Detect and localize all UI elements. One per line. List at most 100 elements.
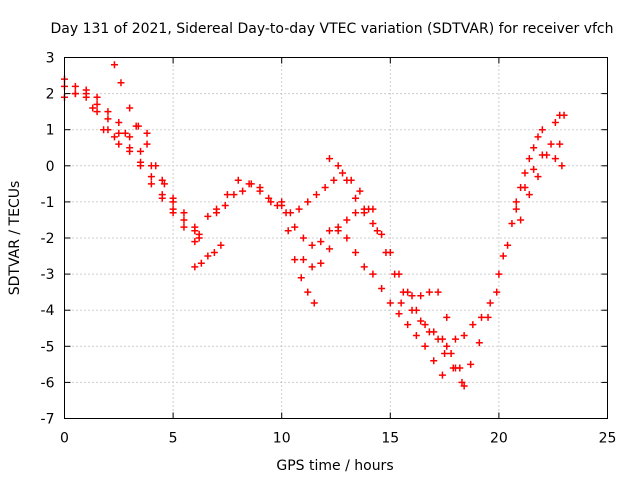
data-point — [369, 220, 377, 228]
data-point — [256, 187, 264, 195]
data-point — [475, 339, 483, 347]
data-point — [299, 256, 307, 264]
data-point — [493, 288, 501, 296]
series-arc-5 — [89, 104, 151, 141]
data-point — [352, 209, 360, 217]
data-point — [117, 79, 125, 87]
data-point — [343, 216, 351, 224]
data-point — [126, 104, 134, 112]
data-point — [458, 378, 466, 386]
data-point — [378, 230, 386, 238]
data-point — [239, 187, 247, 195]
data-point — [104, 108, 112, 116]
series-arc-7 — [195, 180, 446, 379]
y-tick-label: -5 — [41, 339, 55, 355]
data-point — [386, 248, 394, 256]
data-point — [460, 382, 468, 390]
y-tick-label: -7 — [41, 412, 55, 428]
data-point — [421, 342, 429, 350]
data-point — [356, 187, 364, 195]
data-point — [110, 133, 118, 141]
data-point — [304, 288, 312, 296]
data-point — [267, 198, 275, 206]
data-point — [143, 129, 151, 137]
data-point — [443, 313, 451, 321]
chart-title: Day 131 of 2021, Sidereal Day-to-day VTE… — [50, 21, 613, 37]
data-point — [558, 162, 566, 170]
data-point — [317, 238, 325, 246]
data-point — [521, 169, 529, 177]
data-point — [100, 126, 108, 134]
y-tick-label: -6 — [41, 375, 55, 391]
data-point — [295, 205, 303, 213]
data-point — [110, 61, 118, 69]
data-point — [534, 133, 542, 141]
data-point — [478, 313, 486, 321]
data-point — [291, 256, 299, 264]
data-point — [82, 86, 90, 94]
data-point — [137, 158, 145, 166]
data-point — [121, 129, 129, 137]
data-point — [495, 270, 503, 278]
data-point — [147, 180, 155, 188]
data-point — [430, 357, 438, 365]
data-point — [378, 285, 386, 293]
series-arc-11 — [299, 205, 377, 271]
data-point — [538, 126, 546, 134]
data-point — [373, 227, 381, 235]
data-point — [530, 165, 538, 173]
x-tick-labels: 0 5 10 15 20 25 — [60, 431, 616, 447]
data-point — [412, 331, 420, 339]
data-point — [330, 176, 338, 184]
series-arc-17 — [551, 111, 568, 126]
data-point — [486, 299, 494, 307]
data-points — [61, 61, 568, 390]
x-tick-label: 10 — [273, 431, 291, 447]
data-point — [325, 155, 333, 163]
data-point — [395, 270, 403, 278]
data-point — [530, 144, 538, 152]
data-point — [460, 331, 468, 339]
data-point — [438, 335, 446, 343]
data-point — [339, 169, 347, 177]
y-tick-label: -1 — [41, 195, 55, 211]
data-point — [204, 212, 212, 220]
data-point — [180, 216, 188, 224]
data-point — [132, 122, 140, 130]
data-point — [408, 292, 416, 300]
data-point — [352, 194, 360, 202]
data-point — [191, 223, 199, 231]
data-point — [217, 241, 225, 249]
data-point — [438, 371, 446, 379]
data-point — [152, 162, 160, 170]
data-point — [556, 140, 564, 148]
data-point — [521, 183, 529, 191]
data-point — [430, 328, 438, 336]
data-point — [180, 223, 188, 231]
data-point — [245, 180, 253, 188]
data-point — [195, 230, 203, 238]
series-arc-4 — [110, 61, 177, 206]
x-axis-label: GPS time / hours — [276, 458, 393, 474]
data-point — [191, 238, 199, 246]
data-point — [89, 104, 97, 112]
data-point — [456, 364, 464, 372]
series-arc-13 — [441, 288, 501, 386]
x-tick-label: 15 — [381, 431, 399, 447]
x-tick-label: 20 — [490, 431, 508, 447]
data-point — [499, 252, 507, 260]
data-point — [158, 191, 166, 199]
data-point — [417, 317, 425, 325]
data-point — [551, 155, 559, 163]
y-tick-labels: -7 -6 -5 -4 -3 -2 -1 0 1 2 3 — [41, 51, 55, 428]
data-point — [508, 220, 516, 228]
data-point — [369, 205, 377, 213]
data-point — [71, 82, 79, 90]
data-point — [299, 234, 307, 242]
data-point — [82, 93, 90, 101]
data-point — [404, 288, 412, 296]
series-arc-12 — [397, 270, 503, 343]
y-axis-label: SDTVAR / TECUs — [7, 181, 23, 296]
y-tick-label: 3 — [46, 51, 55, 67]
data-point — [421, 321, 429, 329]
